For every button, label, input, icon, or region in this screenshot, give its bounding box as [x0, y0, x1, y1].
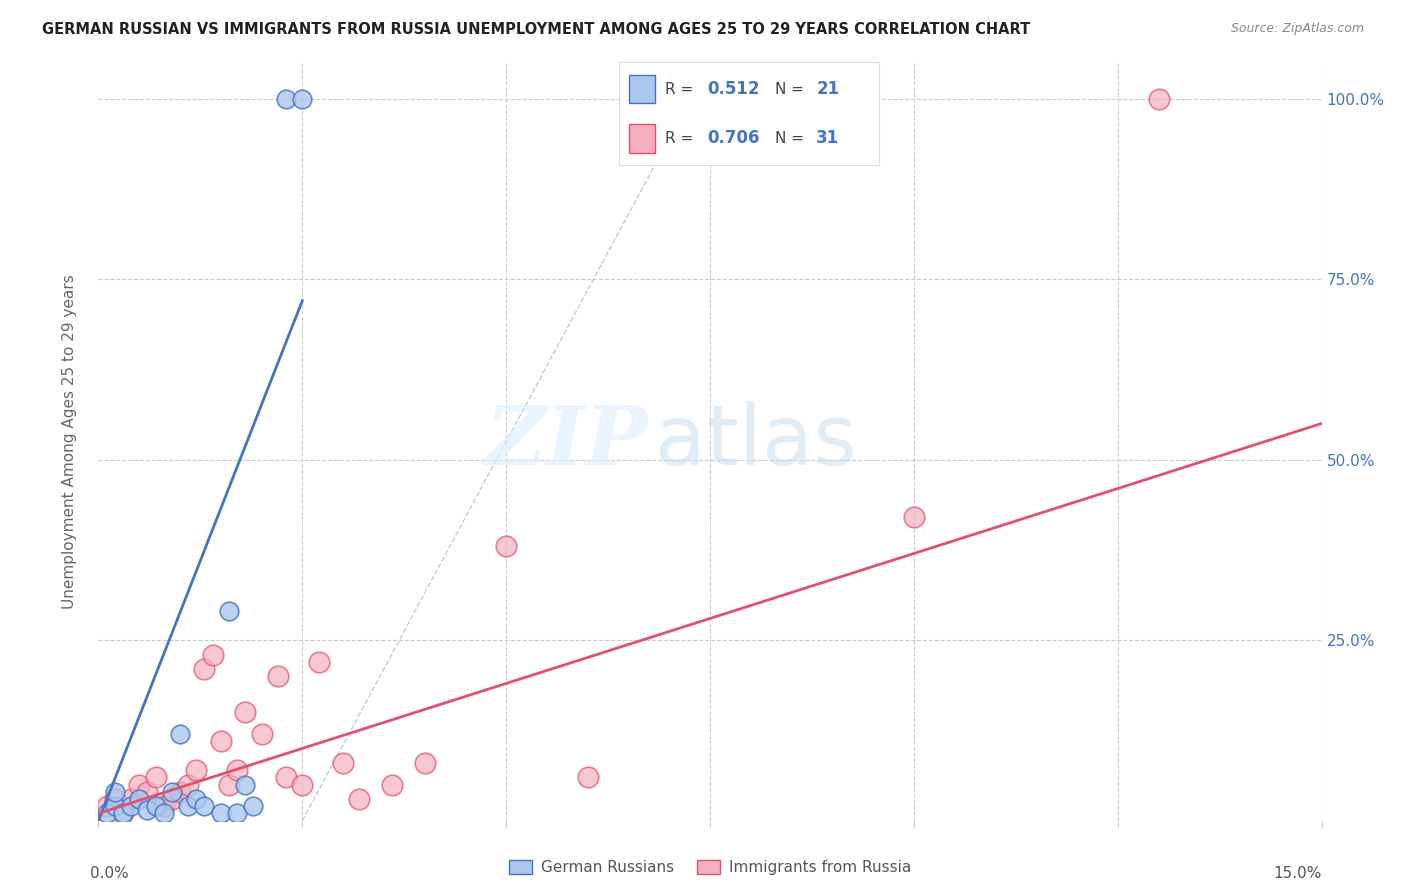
Point	[152, 806, 174, 821]
Text: ZIP: ZIP	[486, 401, 648, 482]
Text: Source: ZipAtlas.com: Source: ZipAtlas.com	[1230, 22, 1364, 36]
Point	[177, 799, 200, 814]
Text: atlas: atlas	[655, 401, 856, 482]
Point	[136, 803, 159, 817]
Text: N =: N =	[775, 131, 808, 146]
Point	[267, 669, 290, 683]
Point	[242, 799, 264, 814]
Point	[145, 770, 167, 784]
Point	[136, 785, 159, 799]
Point	[104, 792, 127, 806]
Text: R =: R =	[665, 81, 699, 96]
Point	[128, 778, 150, 792]
Point	[233, 778, 256, 792]
Y-axis label: Unemployment Among Ages 25 to 29 years: Unemployment Among Ages 25 to 29 years	[62, 274, 77, 609]
Point	[193, 662, 215, 676]
Point	[186, 792, 208, 806]
Text: R =: R =	[665, 131, 699, 146]
Point	[96, 799, 118, 814]
Text: 0.0%: 0.0%	[90, 866, 129, 881]
Point	[193, 799, 215, 814]
Point	[250, 727, 273, 741]
Point	[160, 785, 183, 799]
Point	[111, 806, 134, 821]
Point	[218, 604, 240, 618]
Point	[186, 763, 208, 777]
Point	[160, 792, 183, 806]
Point	[104, 785, 127, 799]
Text: 0.512: 0.512	[707, 80, 759, 98]
Point	[576, 770, 599, 784]
Text: 21: 21	[817, 80, 839, 98]
Point	[332, 756, 354, 770]
Point	[226, 763, 249, 777]
Text: GERMAN RUSSIAN VS IMMIGRANTS FROM RUSSIA UNEMPLOYMENT AMONG AGES 25 TO 29 YEARS : GERMAN RUSSIAN VS IMMIGRANTS FROM RUSSIA…	[42, 22, 1031, 37]
Text: 0.706: 0.706	[707, 129, 759, 147]
Point	[128, 792, 150, 806]
Point	[96, 806, 118, 821]
Point	[177, 778, 200, 792]
Text: 31: 31	[817, 129, 839, 147]
Point	[413, 756, 436, 770]
Point	[274, 91, 297, 105]
Point	[349, 792, 371, 806]
Point	[308, 655, 330, 669]
Point	[169, 727, 191, 741]
Point	[291, 91, 314, 105]
Point	[169, 785, 191, 799]
Text: N =: N =	[775, 81, 808, 96]
Point	[903, 510, 925, 524]
Point	[201, 648, 224, 662]
Point	[104, 799, 127, 814]
Point	[209, 734, 232, 748]
Point	[111, 806, 134, 821]
Point	[381, 778, 404, 792]
Point	[120, 799, 142, 814]
Point	[1147, 91, 1170, 105]
Point	[226, 806, 249, 821]
Point	[495, 539, 517, 553]
Bar	[628, 75, 655, 103]
Point	[152, 799, 174, 814]
Point	[120, 792, 142, 806]
Point	[218, 778, 240, 792]
Legend: German Russians, Immigrants from Russia: German Russians, Immigrants from Russia	[503, 854, 917, 881]
Point	[291, 778, 314, 792]
Point	[233, 706, 256, 720]
Bar	[628, 124, 655, 153]
Point	[145, 799, 167, 814]
Point	[274, 770, 297, 784]
Text: 15.0%: 15.0%	[1274, 866, 1322, 881]
Point	[209, 806, 232, 821]
